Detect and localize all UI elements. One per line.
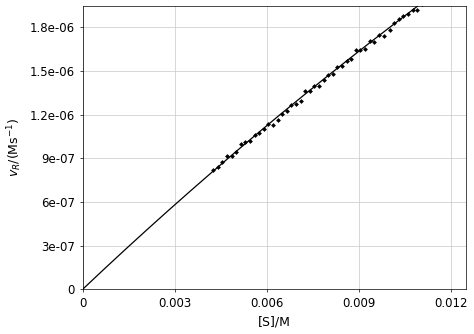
Point: [255, 130, 263, 136]
Point: [228, 153, 236, 159]
Point: [409, 8, 417, 13]
Point: [310, 84, 318, 89]
Point: [292, 101, 300, 106]
Point: [237, 141, 245, 147]
Point: [251, 132, 258, 137]
Point: [380, 34, 387, 39]
Point: [334, 65, 341, 70]
Point: [315, 83, 323, 89]
Point: [413, 7, 421, 12]
Point: [352, 47, 360, 52]
Point: [366, 38, 374, 44]
Point: [246, 138, 254, 143]
Point: [264, 121, 272, 127]
Point: [288, 102, 295, 107]
Point: [329, 71, 337, 77]
Point: [343, 59, 350, 64]
Point: [361, 46, 369, 51]
Point: [371, 39, 378, 44]
Point: [260, 127, 268, 132]
Point: [274, 118, 282, 123]
Point: [210, 167, 217, 173]
Point: [391, 21, 398, 26]
Point: [242, 139, 249, 145]
Point: [347, 56, 355, 61]
Point: [269, 122, 277, 127]
Point: [357, 47, 365, 53]
X-axis label: [S]/M: [S]/M: [258, 315, 291, 328]
Point: [338, 63, 346, 68]
Point: [223, 153, 231, 159]
Point: [301, 88, 309, 94]
Point: [283, 109, 291, 114]
Point: [232, 149, 240, 155]
Point: [214, 165, 221, 170]
Point: [297, 98, 304, 104]
Point: [404, 11, 412, 16]
Point: [375, 32, 383, 38]
Point: [386, 28, 393, 33]
Point: [325, 72, 332, 78]
Point: [320, 78, 328, 83]
Point: [395, 16, 402, 21]
Y-axis label: $v_R$/(Ms$^{-1}$): $v_R$/(Ms$^{-1}$): [6, 118, 24, 177]
Point: [400, 14, 407, 19]
Point: [306, 88, 314, 94]
Point: [278, 112, 286, 117]
Point: [418, 2, 426, 7]
Point: [219, 159, 226, 164]
